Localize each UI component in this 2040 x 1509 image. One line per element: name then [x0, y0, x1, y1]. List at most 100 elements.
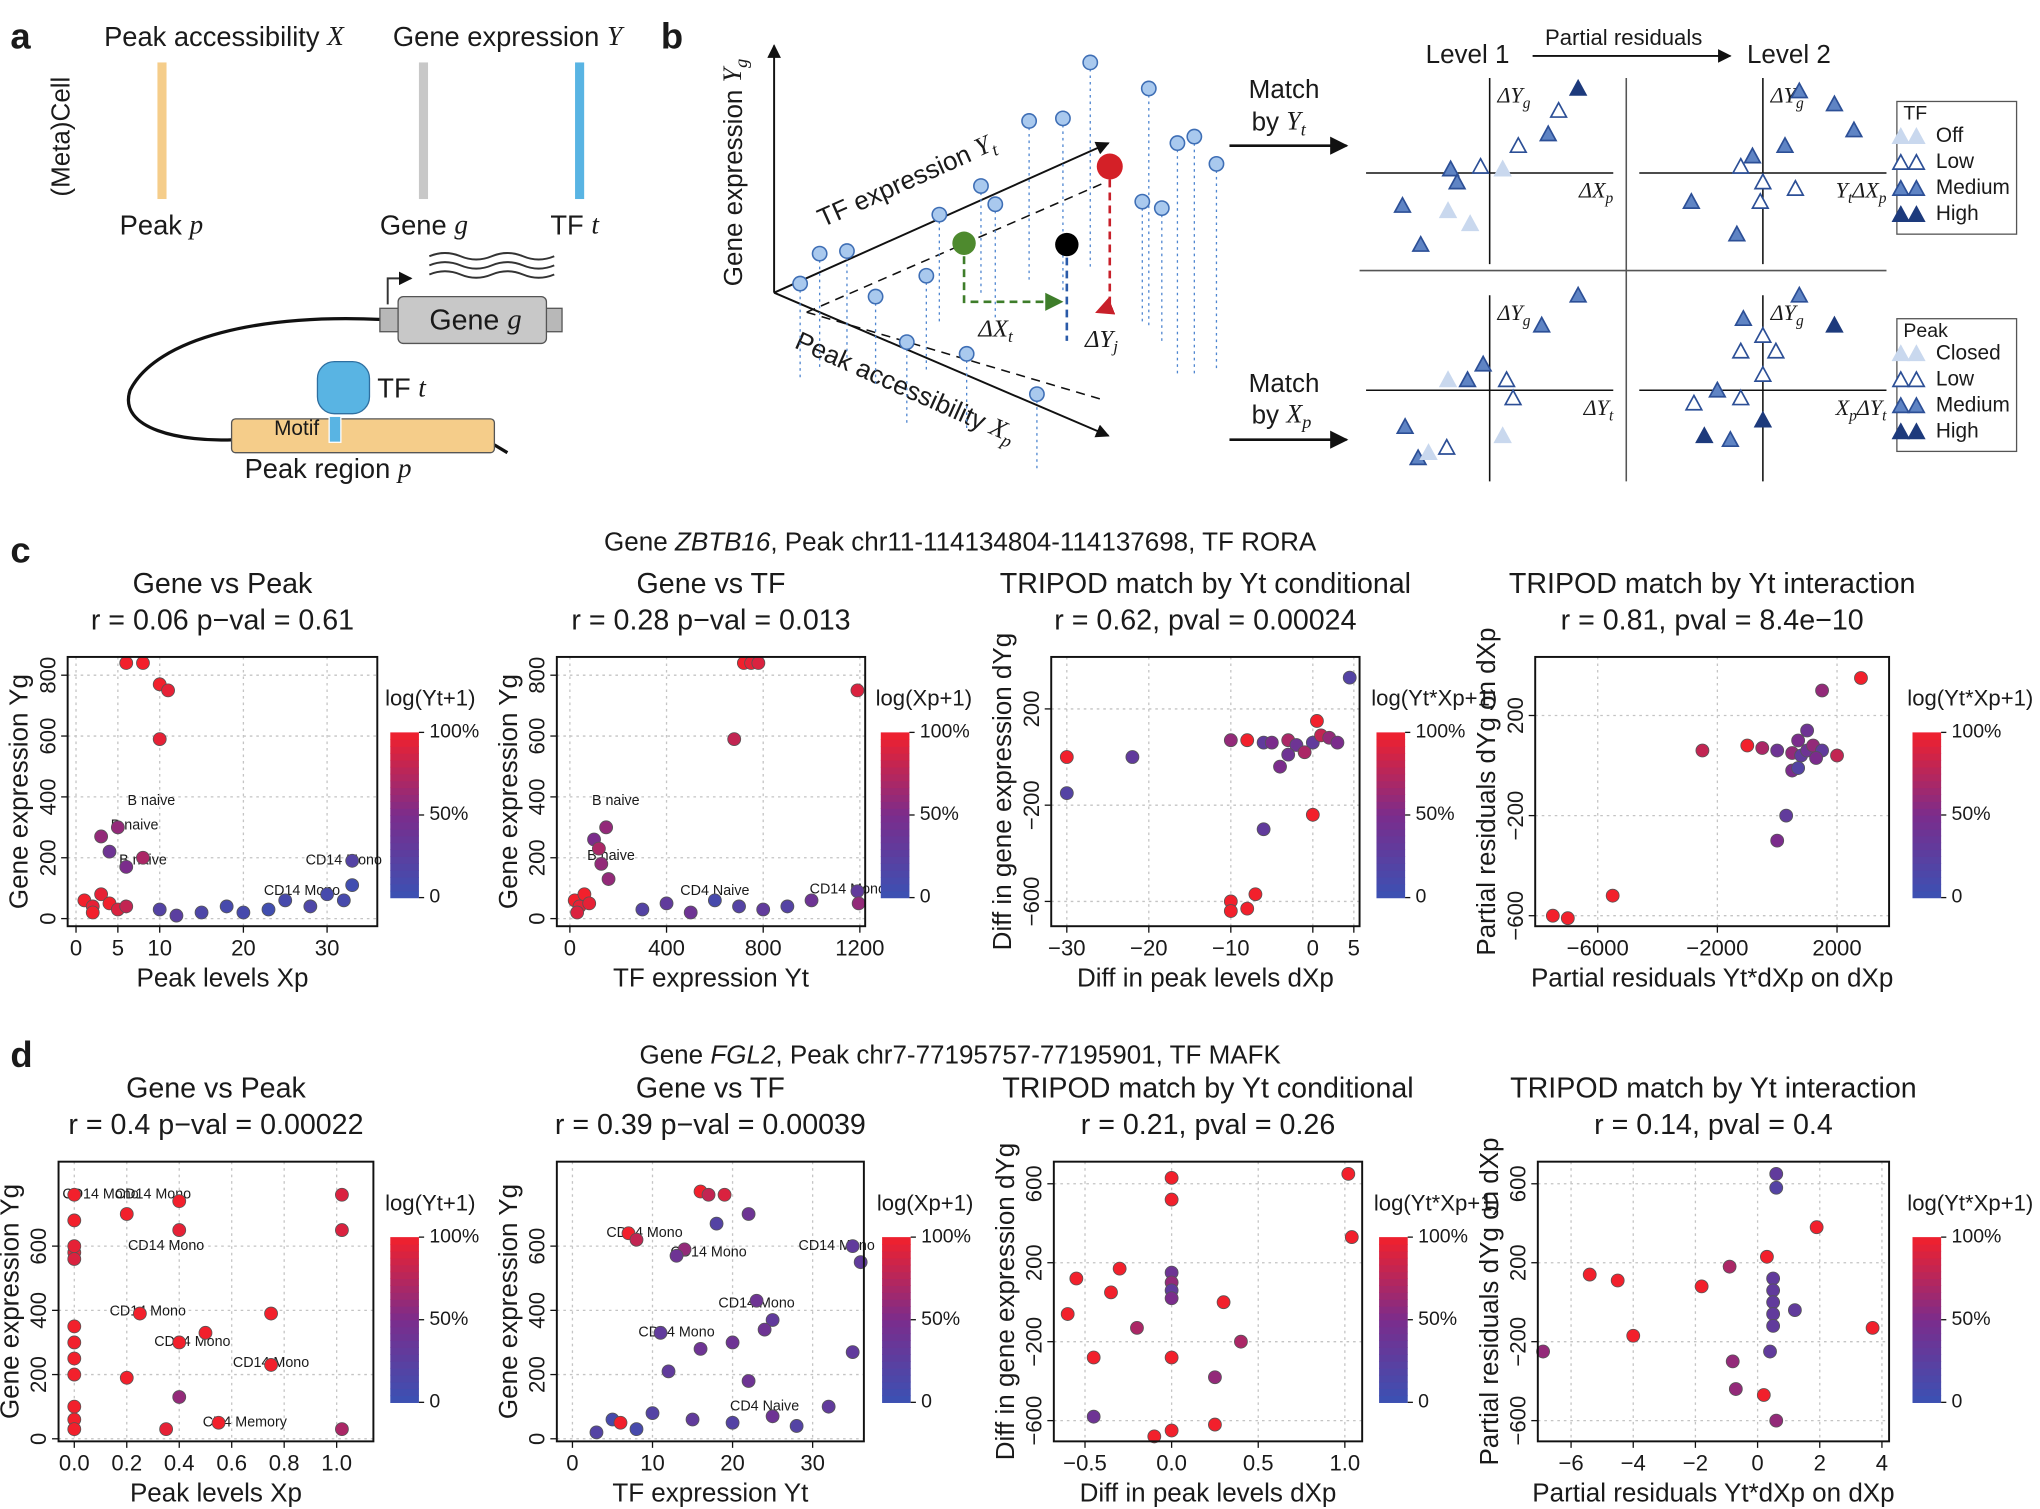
point — [335, 1223, 349, 1237]
point-label: CD14 Mono — [606, 1225, 682, 1241]
triangle — [1447, 172, 1467, 190]
colorbar-step — [880, 876, 910, 885]
label: Match — [1249, 74, 1320, 104]
text-part: Peak accessibility — [104, 21, 320, 52]
point — [1310, 714, 1324, 728]
point — [756, 902, 771, 917]
point — [1240, 733, 1255, 748]
panel-label: a — [10, 16, 31, 57]
colorbar-step — [1376, 814, 1406, 823]
y-tick-label: 800 — [524, 657, 549, 694]
colorbar-step — [1376, 856, 1406, 864]
label: Level 1 — [1426, 39, 1510, 69]
colorbar-step — [1376, 766, 1406, 775]
colorbar-step — [882, 1237, 911, 1245]
colorbar-step — [1379, 1271, 1408, 1280]
colorbar-tick-label: 100% — [921, 1225, 971, 1247]
point — [1766, 1271, 1781, 1286]
y-tick-label: 200 — [1505, 1244, 1530, 1281]
label: Partial residuals — [1545, 25, 1702, 50]
text-part: g — [507, 303, 521, 335]
colorbar-step — [1912, 1237, 1942, 1245]
label: ΔYt — [1583, 395, 1614, 424]
text-part: ΔY — [1496, 300, 1525, 325]
plot-frame — [555, 1160, 865, 1443]
point — [1104, 1285, 1118, 1300]
green-point — [952, 231, 976, 255]
colorbar-step — [1912, 773, 1942, 782]
y-tick-label: 200 — [1021, 1244, 1046, 1281]
legend-triangle — [1907, 344, 1926, 362]
text-part: Gene — [604, 527, 668, 557]
label: by Xp — [1252, 399, 1312, 432]
point — [67, 1319, 82, 1334]
colorbar-step — [880, 814, 910, 823]
legend-item: High — [1936, 419, 1979, 442]
triangle — [1786, 179, 1805, 196]
point — [1330, 735, 1345, 750]
y-tick-label: 600 — [1021, 1165, 1046, 1202]
colorbar-step — [880, 766, 910, 775]
point — [683, 905, 698, 920]
plot-frame — [1052, 1160, 1364, 1443]
colorbar-step — [390, 835, 419, 844]
colorbar-step — [390, 1237, 419, 1245]
colorbar-step — [1376, 883, 1406, 892]
triangle — [1708, 380, 1727, 398]
text-part: ΔX — [1578, 178, 1607, 203]
colorbar-step — [390, 821, 419, 830]
colorbar-step — [1912, 1367, 1942, 1376]
y-tick-label: 0 — [524, 1433, 549, 1445]
y-tick-label: 200 — [1019, 690, 1044, 727]
x-tick-label: 2000 — [1812, 935, 1861, 960]
triangle — [1411, 234, 1430, 252]
point — [792, 275, 809, 292]
triangle — [1753, 326, 1773, 343]
x-axis-label: Partial residuals Yt*dXp on dXp — [1532, 1478, 1894, 1508]
point — [1722, 1259, 1737, 1274]
colorbar-tick-label: 100% — [1418, 1225, 1468, 1247]
text-part: Y — [1286, 107, 1303, 136]
point — [67, 1335, 82, 1350]
plot-frame — [555, 655, 867, 928]
point — [1164, 1291, 1179, 1306]
x-tick-label: 5 — [1348, 935, 1360, 960]
triangle — [1395, 417, 1415, 435]
chart-subtitle: r = 0.06 p−val = 0.61 — [91, 604, 354, 636]
colorbar-step — [880, 746, 910, 754]
colorbar-tick-label: 100% — [920, 721, 970, 743]
colorbar-tick-label: 100% — [429, 721, 479, 743]
label: TF t — [550, 210, 600, 241]
legend-triangle — [1891, 153, 1911, 170]
colorbar-step — [1376, 870, 1406, 878]
colorbar-step — [1912, 1271, 1942, 1280]
point — [1582, 1267, 1597, 1282]
point — [198, 1325, 213, 1340]
colorbar-step — [1912, 1333, 1942, 1342]
point — [1125, 750, 1140, 764]
triangle — [1538, 124, 1558, 142]
colorbar-step — [882, 1312, 911, 1321]
point — [1297, 745, 1312, 760]
colorbar-step — [1912, 1312, 1942, 1321]
x-tick-label: 2 — [1814, 1451, 1826, 1476]
y-tick-label: 400 — [35, 778, 60, 815]
legend-triangle — [1907, 422, 1926, 440]
y-tick-label: 0 — [35, 912, 60, 924]
point — [898, 334, 915, 351]
colorbar-step — [1379, 1361, 1408, 1369]
text-part: p — [1605, 190, 1614, 207]
colorbar-step — [390, 773, 419, 782]
triangle — [1419, 443, 1438, 461]
point — [1536, 1344, 1550, 1359]
x-tick-label: 800 — [745, 935, 782, 960]
colorbar-step — [390, 759, 419, 768]
triangle — [1509, 136, 1528, 154]
colorbar-step — [880, 787, 910, 795]
colorbar-step — [1379, 1250, 1408, 1259]
point — [931, 206, 948, 223]
label: Match — [1249, 368, 1320, 398]
text-part: p — [396, 453, 412, 483]
point — [582, 896, 597, 911]
colorbar-step — [1912, 1299, 1942, 1307]
